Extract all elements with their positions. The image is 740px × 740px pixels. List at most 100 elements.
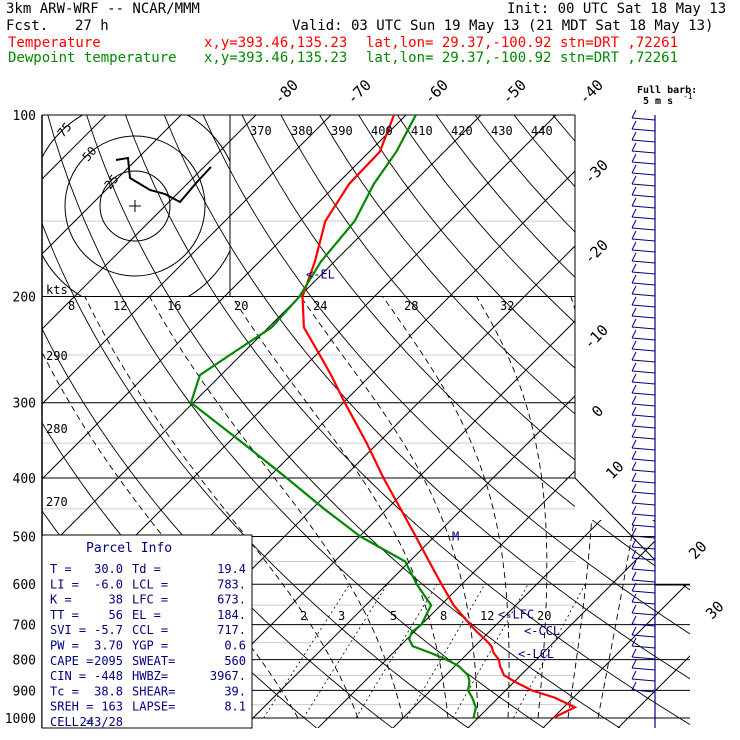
dewpoint-latlon: lat,lon= 29.37,-100.92 [366,50,552,66]
mixing-ratio-line [513,584,586,719]
dewpoint-xy: x,y=393.46,135.23 [204,50,348,66]
wind-barb-flag [631,230,637,240]
wind-barb [631,370,656,374]
parcel-stat-label: CCL = [132,623,168,637]
pressure-tick-label: 600 [13,578,36,593]
isotherm-line [389,115,690,728]
parcel-stat-label: SVI = [50,623,86,637]
wind-barb [631,381,656,385]
wind-barb [631,271,656,275]
speed-scale-label: 12 [113,299,127,313]
wind-barb-flag [631,395,637,405]
parcel-stat-label: T = [50,562,72,576]
wind-barb-flag [631,318,637,328]
wind-barb-flag [631,582,637,592]
parcel-stat-value: 673. [217,593,246,607]
wind-barb [631,304,656,308]
potential-temperature-label: 430 [491,124,513,138]
isotherm-label: -30 [580,156,612,188]
dry-adiabat [591,115,690,728]
hodograph-ring [64,135,206,277]
wind-barb-flag [631,538,637,548]
parcel-stat-label: LFC = [132,593,168,607]
isotherm-line [42,115,195,728]
moist-adiabat [567,296,595,719]
temperature-legend: Temperature [8,35,101,51]
dewpoint-legend: Dewpoint temperature [8,50,177,66]
wind-barb [631,326,656,330]
mixing-ratio-label: 20 [537,609,551,623]
wind-barb-flag [631,681,637,691]
wind-barbs [631,109,656,728]
init-time: Init: 00 UTC Sat 18 May 13 [507,1,727,17]
wind-barb [631,150,656,154]
level-marker: M [452,529,459,543]
speed-scale-label: 16 [167,299,181,313]
wind-barb [631,689,656,693]
wind-barb-flag [631,329,637,339]
speed-scale-label: 20 [234,299,248,313]
wind-barb [631,612,656,616]
wind-barb-flag [631,560,637,570]
pressure-tick-label: 700 [13,619,36,634]
wind-barb-flag [631,109,637,119]
pressure-tick-label: 1000 [5,712,36,727]
parcel-stat-value: 3967. [210,669,246,683]
wind-barb [631,469,656,473]
potential-temperature-label: 390 [331,124,353,138]
potential-temperature-label: 420 [451,124,473,138]
isotherm-label: -60 [420,76,452,108]
temperature-profile [301,115,578,719]
parcel-stat-value: 163 [101,700,123,714]
speed-scale-label: 24 [313,299,327,313]
wind-barb [631,392,656,396]
mixing-ratio-line [263,584,350,719]
wind-barb [631,524,656,528]
dry-adiabat [435,115,690,728]
wind-barb-flag [631,483,637,493]
wind-barb [631,667,656,671]
wind-barb-flag [631,175,637,185]
isotherm-label: 30 [702,597,728,623]
parcel-stat-label: K = [50,593,72,607]
mixing-ratio-line [303,584,388,719]
wind-barb [631,139,656,143]
wind-barb-flag [631,186,637,196]
wind-barb-flag [631,626,637,636]
parcel-stat-value: -5.7 [94,623,123,637]
wind-barb [631,568,656,572]
dry-adiabat [42,115,473,728]
dry-adiabat [125,115,690,728]
parcel-stat-label: CAPE = [50,654,93,668]
wind-barb [631,656,656,660]
potential-temperature-label: 280 [46,422,68,436]
wind-barb [631,414,656,418]
wind-barb-flag [631,604,637,614]
wind-barb-flag [631,164,637,174]
wind-barb-flag [631,406,637,416]
parcel-stat-value: 3.70 [94,639,123,653]
dry-adiabat [202,115,690,728]
hodograph-axis-label: kts [46,283,68,297]
hodograph-ring [99,170,171,242]
wind-barb [631,502,656,506]
pressure-tick-label: 500 [13,530,36,545]
parcel-stat-label: YGP = [132,639,168,653]
isotherm-label: 0 [588,402,607,421]
wind-barb [631,216,656,220]
temperature-xy: x,y=393.46,135.23 [204,35,348,51]
wind-barb [631,117,656,121]
isotherm-label: -80 [270,76,302,108]
wind-barb [631,579,656,583]
isotherm-line [239,115,690,728]
speed-scale-label: 28 [404,299,418,313]
dry-adiabat [397,115,690,728]
parcel-stat-value: 243/28 [80,715,123,729]
mixing-ratio-label: 8 [440,609,447,623]
mixing-ratio-label: 12 [480,609,494,623]
wind-barb [631,678,656,682]
parcel-stat-value: 30.0 [94,562,123,576]
isotherm-line [42,115,345,728]
wind-barb-flag [631,241,637,251]
wind-barb [631,337,656,341]
